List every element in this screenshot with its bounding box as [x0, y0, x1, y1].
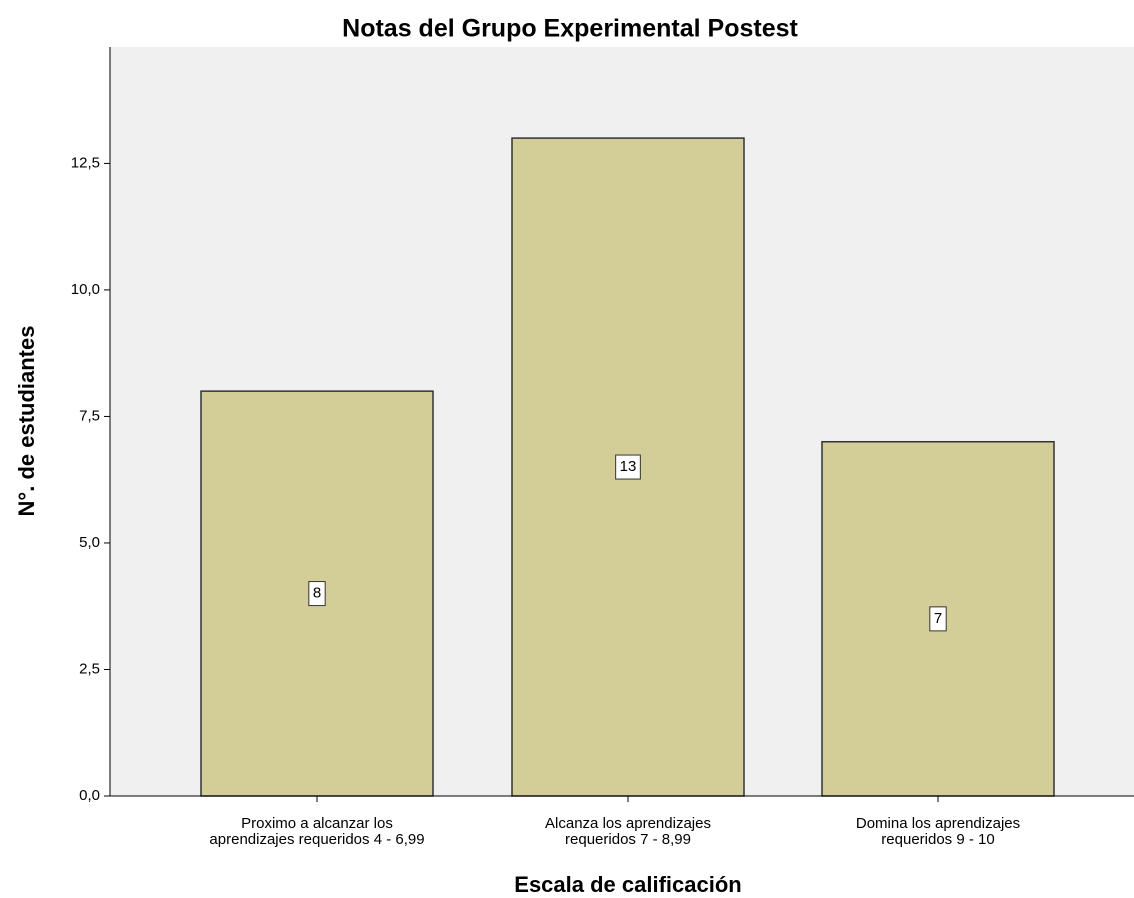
x-tick-label: Proximo a alcanzar los — [241, 815, 393, 832]
y-tick-label: 2,5 — [79, 660, 100, 677]
data-label: 13 — [620, 458, 637, 475]
y-tick-label: 10,0 — [71, 281, 100, 298]
y-tick-label: 12,5 — [71, 154, 100, 171]
x-tick-label: requeridos 9 - 10 — [881, 831, 994, 848]
y-tick-label: 5,0 — [79, 534, 100, 551]
data-label-box — [308, 581, 326, 607]
data-label-box — [615, 454, 641, 480]
y-tick-label: 7,5 — [79, 407, 100, 424]
y-tick-label: 0,0 — [79, 787, 100, 804]
x-tick-label: aprendizajes requeridos 4 - 6,99 — [209, 831, 424, 848]
x-tick-label: Alcanza los aprendizajes — [545, 815, 711, 832]
data-label: 7 — [934, 610, 942, 627]
y-axis-label: N°. de estudiantes — [14, 326, 39, 517]
x-axis-label: Escala de calificación — [514, 872, 741, 897]
x-tick-label: Domina los aprendizajes — [856, 815, 1020, 832]
x-tick-label: requeridos 7 - 8,99 — [565, 831, 691, 848]
data-label: 8 — [313, 585, 321, 602]
chart-title: Notas del Grupo Experimental Postest — [342, 15, 798, 43]
data-label-box — [929, 606, 947, 632]
